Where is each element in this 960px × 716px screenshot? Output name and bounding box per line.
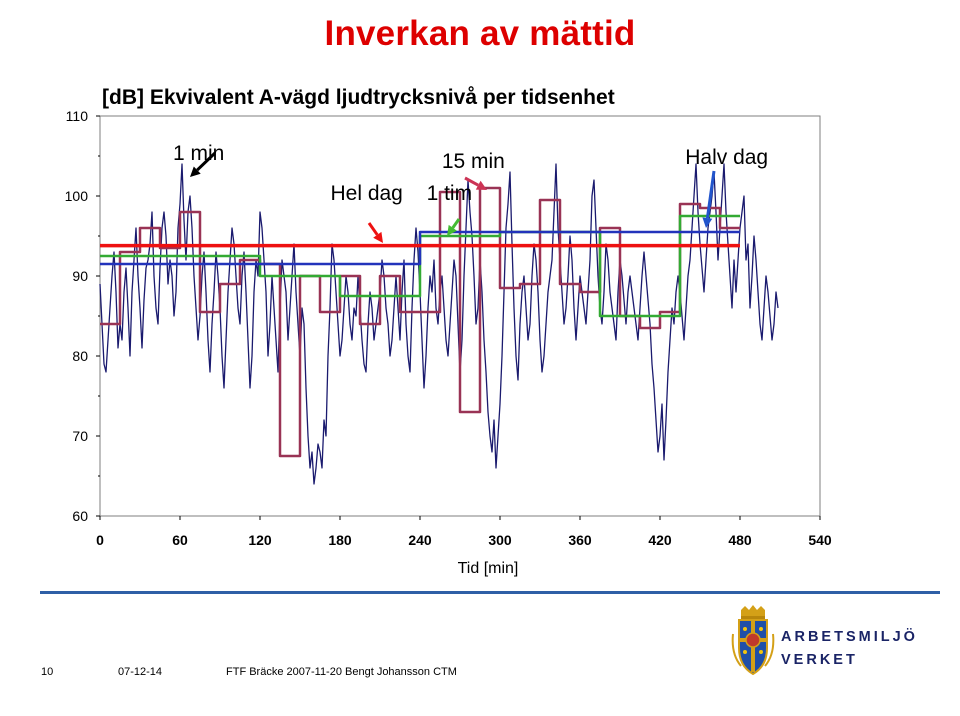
annotation-arrowhead [190, 166, 201, 177]
annotation-arrowhead [702, 217, 713, 228]
series-line-2 [100, 214, 740, 318]
x-tick-label: 360 [568, 532, 592, 548]
logo-line1: ARBETSMILJÖ [781, 628, 915, 645]
x-tick-label: 60 [172, 532, 188, 548]
annotation-label: Hel dag [330, 182, 402, 205]
annotation-label: 1 tim [427, 182, 473, 205]
annotation-arrow [705, 170, 716, 219]
annotation-arrow [367, 222, 379, 236]
footer-divider [40, 591, 940, 594]
x-tick-label: 120 [248, 532, 272, 548]
series-line-3 [100, 230, 740, 266]
slide-title: Inverkan av mättid [324, 14, 636, 53]
chart-title: [dB] Ekvivalent A-vägd ljudtrycksnivå pe… [102, 86, 615, 109]
coat-of-arms-icon [731, 605, 775, 676]
x-tick-label: 0 [96, 532, 104, 548]
y-tick-label: 60 [72, 508, 88, 524]
x-tick-label: 300 [488, 532, 512, 548]
footer-date: 07-12-14 [118, 666, 163, 678]
annotation-label: Halv dag [685, 146, 768, 169]
annotation-arrowhead [475, 180, 487, 190]
annotation-label: 1 min [173, 142, 224, 165]
x-tick-label: 540 [808, 532, 832, 548]
annotation-arrowhead [447, 224, 457, 236]
y-tick-label: 90 [72, 268, 88, 284]
annotation-arrow [196, 151, 217, 172]
chart: [dB] Ekvivalent A-vägd ljudtrycksnivå pe… [65, 86, 832, 577]
y-tick-label: 80 [72, 348, 88, 364]
annotation-label: 15 min [442, 150, 505, 173]
x-axis-label: Tid [min] [458, 560, 519, 577]
logo-line2: VERKET [781, 652, 858, 668]
y-tick-label: 100 [65, 188, 89, 204]
annotation-arrow [464, 176, 479, 187]
x-tick-label: 240 [408, 532, 432, 548]
page-number: 10 [41, 666, 54, 678]
y-tick-label: 110 [66, 108, 89, 124]
annotation-arrowhead [373, 231, 383, 243]
x-tick-label: 420 [648, 532, 672, 548]
arbetsmiljoverket-logo: ARBETSMILJÖ VERKET [731, 604, 915, 680]
annotation-arrow [451, 218, 461, 229]
x-tick-label: 180 [328, 532, 352, 548]
y-tick-label: 70 [72, 428, 88, 444]
footer-presenter: FTF Bräcke 2007-11-20 Bengt Johansson CT… [226, 666, 457, 678]
x-tick-label: 480 [728, 532, 752, 548]
